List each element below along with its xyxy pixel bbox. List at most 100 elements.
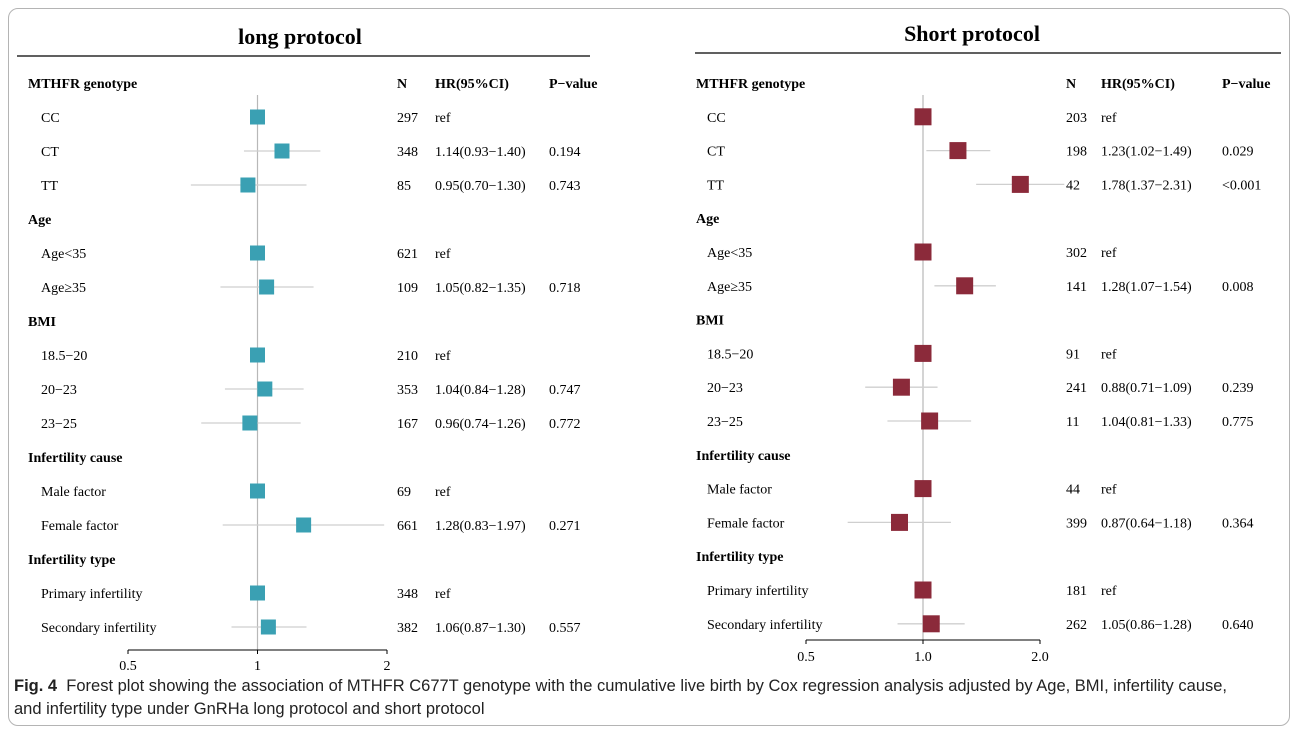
p1-group-label: BMI <box>28 315 56 330</box>
p2-row-pvalue: 0.364 <box>1222 516 1254 531</box>
p2-group-label: Infertility type <box>696 550 783 565</box>
p2-row-pvalue: 0.640 <box>1222 618 1254 633</box>
p2-row-pvalue: 0.029 <box>1222 145 1254 160</box>
p1-estimate-square <box>260 619 276 635</box>
p2-row-hr: 1.05(0.86−1.28) <box>1101 618 1192 633</box>
p1-estimate-square <box>257 381 273 397</box>
p1-estimate-square <box>250 109 265 125</box>
p1-row-n: 348 <box>397 145 418 160</box>
p1-row-n: 382 <box>397 621 418 636</box>
p2-row-pvalue: <0.001 <box>1222 178 1261 193</box>
p1-row-n: 621 <box>397 247 418 262</box>
p1-estimate-square <box>250 585 265 601</box>
p2-row-hr: ref <box>1101 483 1117 498</box>
p2-row-hr: 0.88(0.71−1.09) <box>1101 381 1192 396</box>
p1-row-label: Male factor <box>41 485 106 500</box>
p1-row-hr: 0.95(0.70−1.30) <box>435 179 526 194</box>
p1-row-label: Age≥35 <box>41 281 86 296</box>
p2-row-n: 262 <box>1066 618 1087 633</box>
p2-row-n: 44 <box>1066 483 1080 498</box>
p1-estimate-square <box>250 347 265 363</box>
p1-header-hr: HR(95%CI) <box>435 77 509 92</box>
p2-row-n: 141 <box>1066 280 1087 295</box>
p1-row-pvalue: 0.772 <box>549 417 581 432</box>
p2-row-label: 20−23 <box>707 381 743 396</box>
p2-estimate-square <box>914 344 932 362</box>
p2-row-label: Male factor <box>707 483 772 498</box>
p1-row-hr: 1.14(0.93−1.40) <box>435 145 526 160</box>
p1-row-label: Age<35 <box>41 247 86 262</box>
p1-row-label: 18.5−20 <box>41 349 87 364</box>
p2-row-hr: ref <box>1101 584 1117 599</box>
p2-estimate-square <box>956 277 974 295</box>
p1-group-label: Age <box>28 213 51 228</box>
p2-row-n: 241 <box>1066 381 1087 396</box>
forest-plot-figure: long protocol N HR(95%CI) P−value MTHFR geno… <box>17 21 1281 670</box>
p1-estimate-square <box>240 177 256 193</box>
p1-row-hr: ref <box>435 247 451 262</box>
p2-estimate-square <box>914 480 932 498</box>
p2-group-label: Age <box>696 212 719 227</box>
p2-estimate-square <box>892 378 910 396</box>
caption-text: Forest plot showing the association of M… <box>14 677 1228 718</box>
p2-row-label: Secondary infertility <box>707 618 822 633</box>
p2-header-p: P−value <box>1222 77 1270 92</box>
p2-row-hr: 0.87(0.64−1.18) <box>1101 516 1192 531</box>
p1-row-n: 297 <box>397 111 418 126</box>
p1-row-pvalue: 0.747 <box>549 383 581 398</box>
p2-row-label: CC <box>707 111 726 126</box>
p1-group-label: Infertility type <box>28 553 115 568</box>
p1-row-hr: 1.05(0.82−1.35) <box>435 281 526 296</box>
p2-estimate-square <box>1011 175 1029 193</box>
p1-row-pvalue: 0.718 <box>549 281 581 296</box>
p2-group-label: MTHFR genotype <box>696 77 805 92</box>
p2-estimate-square <box>922 615 940 633</box>
p2-x-tick-label: 2.0 <box>1031 650 1049 665</box>
p1-row-n: 85 <box>397 179 411 194</box>
p1-row-label: Female factor <box>41 519 119 534</box>
p1-estimate-square <box>242 415 258 431</box>
p1-row-hr: 0.96(0.74−1.26) <box>435 417 526 432</box>
p1-group-label: MTHFR genotype <box>28 77 137 92</box>
p1-row-label: 20−23 <box>41 383 77 398</box>
p2-row-hr: 1.78(1.37−2.31) <box>1101 178 1192 193</box>
p1-estimate-square <box>296 517 312 533</box>
p1-row-pvalue: 0.557 <box>549 621 581 636</box>
p2-row-label: Age≥35 <box>707 280 752 295</box>
p1-row-n: 353 <box>397 383 418 398</box>
p1-row-label: TT <box>41 179 59 194</box>
p2-row-pvalue: 0.775 <box>1222 415 1254 430</box>
p1-row-n: 210 <box>397 349 418 364</box>
p2-estimate-square <box>949 142 967 160</box>
p1-x-tick-label: 0.5 <box>119 659 137 670</box>
p1-row-hr: ref <box>435 587 451 602</box>
p1-estimate-square <box>274 143 290 159</box>
p2-header-n: N <box>1066 77 1076 92</box>
p2-row-hr: 1.04(0.81−1.33) <box>1101 415 1192 430</box>
caption-label: Fig. 4 <box>14 677 58 695</box>
p2-row-label: 18.5−20 <box>707 347 753 362</box>
p2-row-n: 11 <box>1066 415 1079 430</box>
p1-row-n: 661 <box>397 519 418 534</box>
p1-estimate-square <box>250 245 265 261</box>
p1-x-tick-label: 2 <box>384 659 391 670</box>
p1-header-n: N <box>397 77 407 92</box>
p2-row-n: 181 <box>1066 584 1087 599</box>
figure-frame <box>8 8 1290 726</box>
p2-row-label: 23−25 <box>707 415 743 430</box>
p2-row-hr: ref <box>1101 347 1117 362</box>
p2-x-tick-label: 0.5 <box>797 650 815 665</box>
p1-row-label: CC <box>41 111 60 126</box>
p1-row-pvalue: 0.194 <box>549 145 581 160</box>
p2-group-label: Infertility cause <box>696 449 790 464</box>
p2-row-pvalue: 0.239 <box>1222 381 1254 396</box>
p2-row-n: 302 <box>1066 246 1087 261</box>
p2-x-tick-label: 1.0 <box>914 650 932 665</box>
figure-caption: Fig. 4 Forest plot showing the associati… <box>14 675 1254 721</box>
p1-row-pvalue: 0.271 <box>549 519 581 534</box>
p2-estimate-square <box>921 412 939 430</box>
p2-row-label: Age<35 <box>707 246 752 261</box>
p1-row-label: CT <box>41 145 59 160</box>
p1-title: long protocol <box>238 24 362 49</box>
p2-estimate-square <box>890 513 908 531</box>
